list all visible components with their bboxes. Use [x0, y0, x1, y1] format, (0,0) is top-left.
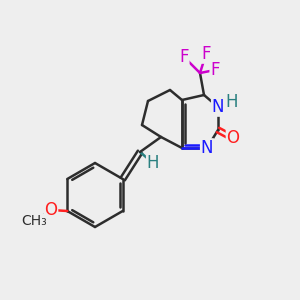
Text: H: H	[147, 154, 159, 172]
Text: O: O	[44, 201, 58, 219]
Text: O: O	[226, 129, 239, 147]
Text: F: F	[179, 48, 189, 66]
Text: N: N	[212, 98, 224, 116]
Text: H: H	[226, 93, 238, 111]
Text: CH₃: CH₃	[21, 214, 47, 228]
Text: F: F	[210, 61, 220, 79]
Text: F: F	[201, 45, 211, 63]
Text: N: N	[201, 139, 213, 157]
